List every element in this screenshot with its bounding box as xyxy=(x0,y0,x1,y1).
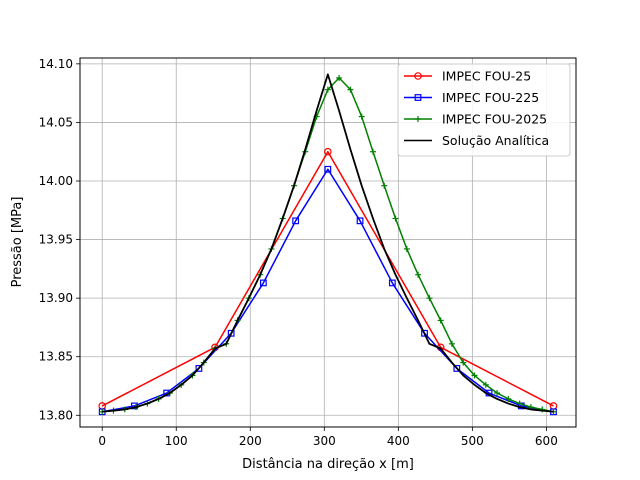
legend-marker xyxy=(414,72,422,80)
data-point xyxy=(381,182,388,189)
legend-entry: Solução Analítica xyxy=(404,133,549,148)
series-layer xyxy=(98,73,558,416)
data-point xyxy=(460,359,467,366)
data-point xyxy=(292,217,300,225)
data-point xyxy=(392,215,399,222)
series-line xyxy=(102,168,554,413)
data-point xyxy=(437,317,444,324)
legend-box xyxy=(397,63,571,157)
x-tick-label: 500 xyxy=(461,434,484,448)
data-point xyxy=(421,329,428,337)
x-axis-ticks: 0 100 200 300 400 500 600 xyxy=(98,427,558,448)
x-axis-label: Distância na direção x [m] xyxy=(242,457,414,472)
data-point xyxy=(448,340,455,347)
legend-entry: IMPEC FOU-2025 xyxy=(404,112,547,127)
data-point xyxy=(482,381,489,388)
grid-lines xyxy=(80,58,576,427)
legend: IMPEC FOU-25 IMPEC FOU-225 IMPEC FOU-2025 S… xyxy=(397,63,571,157)
data-point xyxy=(516,400,523,407)
x-tick-label: 100 xyxy=(165,434,188,448)
data-point xyxy=(370,148,377,155)
y-tick-label: 14.10 xyxy=(39,57,73,71)
legend-label: IMPEC FOU-2025 xyxy=(442,112,547,127)
x-tick-label: 300 xyxy=(313,434,336,448)
data-point xyxy=(356,217,364,225)
x-tick-label: 200 xyxy=(239,434,262,448)
data-point xyxy=(494,390,501,397)
data-point xyxy=(324,86,331,93)
x-tick-label: 0 xyxy=(98,434,106,448)
series-line xyxy=(102,73,554,413)
data-point xyxy=(388,279,396,287)
data-point xyxy=(324,165,332,173)
data-point xyxy=(324,147,332,156)
legend-label: IMPEC FOU-25 xyxy=(442,69,531,84)
data-point xyxy=(453,365,461,372)
data-point xyxy=(358,113,365,120)
series-3 xyxy=(102,73,554,413)
data-point xyxy=(227,329,235,337)
y-tick-label: 14.00 xyxy=(39,174,73,188)
y-tick-label: 13.85 xyxy=(39,350,73,364)
data-point xyxy=(347,86,354,93)
legend-marker xyxy=(415,116,421,122)
data-point xyxy=(403,245,410,252)
x-tick-label: 600 xyxy=(535,434,558,448)
data-point xyxy=(415,271,422,278)
x-tick-label: 400 xyxy=(387,434,410,448)
legend-label: IMPEC FOU-225 xyxy=(442,90,539,105)
y-tick-label: 13.80 xyxy=(39,408,73,422)
data-point xyxy=(426,295,433,302)
legend-entry: IMPEC FOU-25 xyxy=(404,69,531,84)
data-point xyxy=(259,279,267,287)
y-axis-label: Pressão [MPa] xyxy=(10,197,25,288)
data-point xyxy=(471,372,478,379)
plot-frame xyxy=(79,57,577,428)
data-point xyxy=(336,74,343,81)
data-point xyxy=(195,365,203,372)
legend-entry: IMPEC FOU-225 xyxy=(404,90,539,105)
y-tick-label: 14.05 xyxy=(39,115,73,129)
y-tick-label: 13.95 xyxy=(39,233,73,247)
data-point xyxy=(505,395,512,402)
y-axis-ticks: 13.80 13.85 13.90 13.95 14.00 14.05 14.10 xyxy=(39,57,80,422)
y-tick-label: 13.90 xyxy=(39,291,73,305)
legend-marker xyxy=(414,94,422,101)
legend-label: Solução Analítica xyxy=(442,133,549,148)
series-line xyxy=(101,150,554,407)
